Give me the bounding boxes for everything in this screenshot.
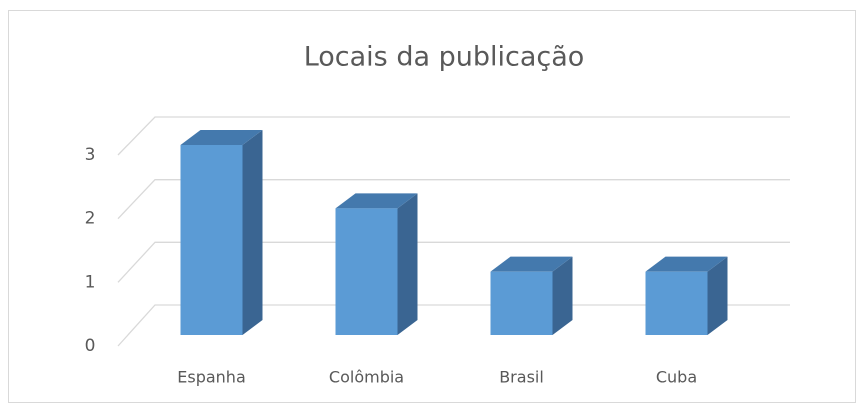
x-tick-label: Brasil <box>499 368 544 387</box>
chart-border <box>8 10 856 403</box>
x-tick-label: Espanha <box>177 368 246 387</box>
bar <box>180 145 243 335</box>
y-tick-label: 1 <box>85 272 96 292</box>
y-tick-label: 2 <box>85 209 96 229</box>
grid-line <box>117 304 790 347</box>
bar-side <box>242 130 263 335</box>
x-tick-label: Cuba <box>656 368 697 387</box>
bar <box>490 271 553 335</box>
bar-side <box>397 193 418 335</box>
y-tick-label: 3 <box>85 145 96 165</box>
grid-line <box>117 241 790 283</box>
bar <box>645 271 708 335</box>
bar <box>335 208 398 335</box>
bar-top <box>645 256 728 272</box>
bar-side <box>707 256 728 335</box>
y-tick-label: 0 <box>85 336 96 356</box>
bar-top <box>490 256 573 272</box>
chart-title: Locais da publicação <box>304 42 585 73</box>
grid-line <box>117 179 790 220</box>
bar-side <box>552 256 573 335</box>
x-tick-label: Colômbia <box>329 368 404 387</box>
bar-top <box>180 130 263 145</box>
bar-top <box>335 193 418 209</box>
grid-line <box>117 116 790 156</box>
